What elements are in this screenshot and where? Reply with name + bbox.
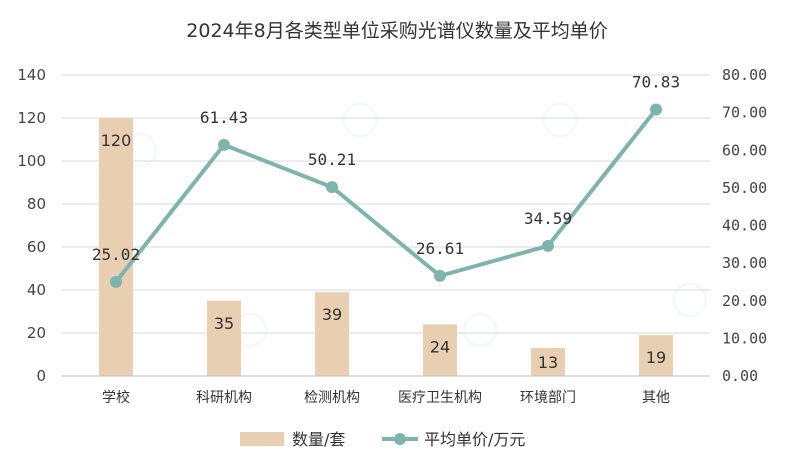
x-category-label: 学校 [102,389,130,406]
y-left-tick-label: 80 [27,195,46,213]
bar-value-label: 24 [430,337,450,356]
x-category-label: 环境部门 [520,390,576,406]
watermark-logo [462,312,498,348]
x-category-label: 其他 [642,390,670,406]
y-right-tick-label: 50.00 [722,179,767,197]
bar-value-label: 13 [538,353,558,372]
bar-value-label: 35 [214,314,234,333]
watermark-logo [342,102,378,138]
y-left-tick-label: 100 [17,152,46,170]
line-value-label: 26.61 [416,239,464,258]
bar [531,348,565,376]
line-value-label: 34.59 [524,209,572,228]
chart-title: 2024年8月各类型单位采购光谱仪数量及平均单价 [186,20,607,42]
y-left-tick-label: 60 [27,238,46,256]
y-right-tick-label: 10.00 [722,329,767,347]
line-series: 25.02 61.43 50.21 26.61 34.59 70.83 [92,73,680,288]
y-left-tick-label: 20 [27,324,46,342]
y-right-tick-label: 60.00 [722,141,767,159]
bar-value-label: 19 [646,348,666,367]
line-value-label: 25.02 [92,245,140,264]
line-point [110,275,122,288]
y-right-tick-label: 30.00 [722,254,767,272]
y-right-tick-label: 20.00 [722,292,767,310]
bar [639,335,673,376]
y-left-tick-label: 140 [17,66,46,84]
bar-value-label: 39 [322,305,342,324]
legend-bar-swatch [240,432,284,446]
bar-value-label: 120 [101,131,132,150]
x-category-label: 科研机构 [196,390,252,406]
line-path [114,108,658,284]
y-right-tick-label: 70.00 [722,104,767,122]
line-value-label: 50.21 [308,150,356,169]
line-point [218,138,230,151]
axes: 0 20 40 60 80 100 120 140 0.00 10.00 20.00 30.00 40.… [17,66,767,406]
legend-line-label: 平均单价/万元 [424,430,525,449]
x-category-label: 医疗卫生机构 [398,390,482,406]
line-point [434,269,446,282]
line-point [542,239,554,252]
bar [99,118,133,376]
bar [423,324,457,376]
y-right-tick-label: 80.00 [722,66,767,84]
watermark-logo [542,102,578,138]
legend-line-marker [394,433,406,445]
bar [207,300,241,376]
y-left-tick-label: 40 [27,281,46,299]
y-right-tick-label: 40.00 [722,217,767,235]
y-left-tick-label: 120 [17,109,46,127]
line-point [326,181,338,194]
line-value-label: 61.43 [200,108,248,127]
x-category-label: 检测机构 [304,390,360,406]
bar [315,292,349,376]
y-right-tick-label: 0.00 [722,367,758,385]
line-point [650,103,662,116]
legend-bar-label: 数量/套 [292,430,345,449]
bar-series: 120 35 39 24 13 19 [99,118,673,376]
line-value-label: 70.83 [632,73,680,92]
watermark-logo [672,282,708,318]
legend: 数量/套 平均单价/万元 [240,430,525,449]
y-left-tick-label: 0 [36,367,46,385]
